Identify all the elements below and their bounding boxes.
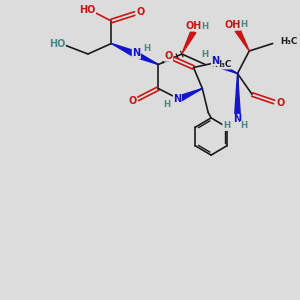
Polygon shape xyxy=(182,30,196,54)
Text: O: O xyxy=(277,98,285,109)
Text: H: H xyxy=(240,20,247,29)
Text: N: N xyxy=(212,56,220,66)
Text: OH: OH xyxy=(224,20,240,30)
Text: H: H xyxy=(163,100,170,109)
Polygon shape xyxy=(235,74,240,117)
Text: O: O xyxy=(136,7,144,17)
Text: O: O xyxy=(128,95,137,106)
Polygon shape xyxy=(134,51,158,64)
Text: N: N xyxy=(233,114,241,124)
Polygon shape xyxy=(178,88,202,102)
Text: OH: OH xyxy=(186,21,202,31)
Text: H: H xyxy=(202,50,209,59)
Text: N: N xyxy=(132,48,140,59)
Text: O: O xyxy=(164,51,173,61)
Polygon shape xyxy=(235,29,249,51)
Text: HO: HO xyxy=(49,39,65,50)
Polygon shape xyxy=(213,60,238,74)
Text: H: H xyxy=(240,122,247,130)
Text: H: H xyxy=(201,22,208,31)
Text: HO: HO xyxy=(79,4,96,15)
Text: H₃C: H₃C xyxy=(214,60,231,69)
Polygon shape xyxy=(111,44,136,57)
Text: N: N xyxy=(173,94,181,104)
Text: H: H xyxy=(223,122,230,130)
Text: H₃C: H₃C xyxy=(280,38,297,46)
Text: H: H xyxy=(144,44,151,52)
